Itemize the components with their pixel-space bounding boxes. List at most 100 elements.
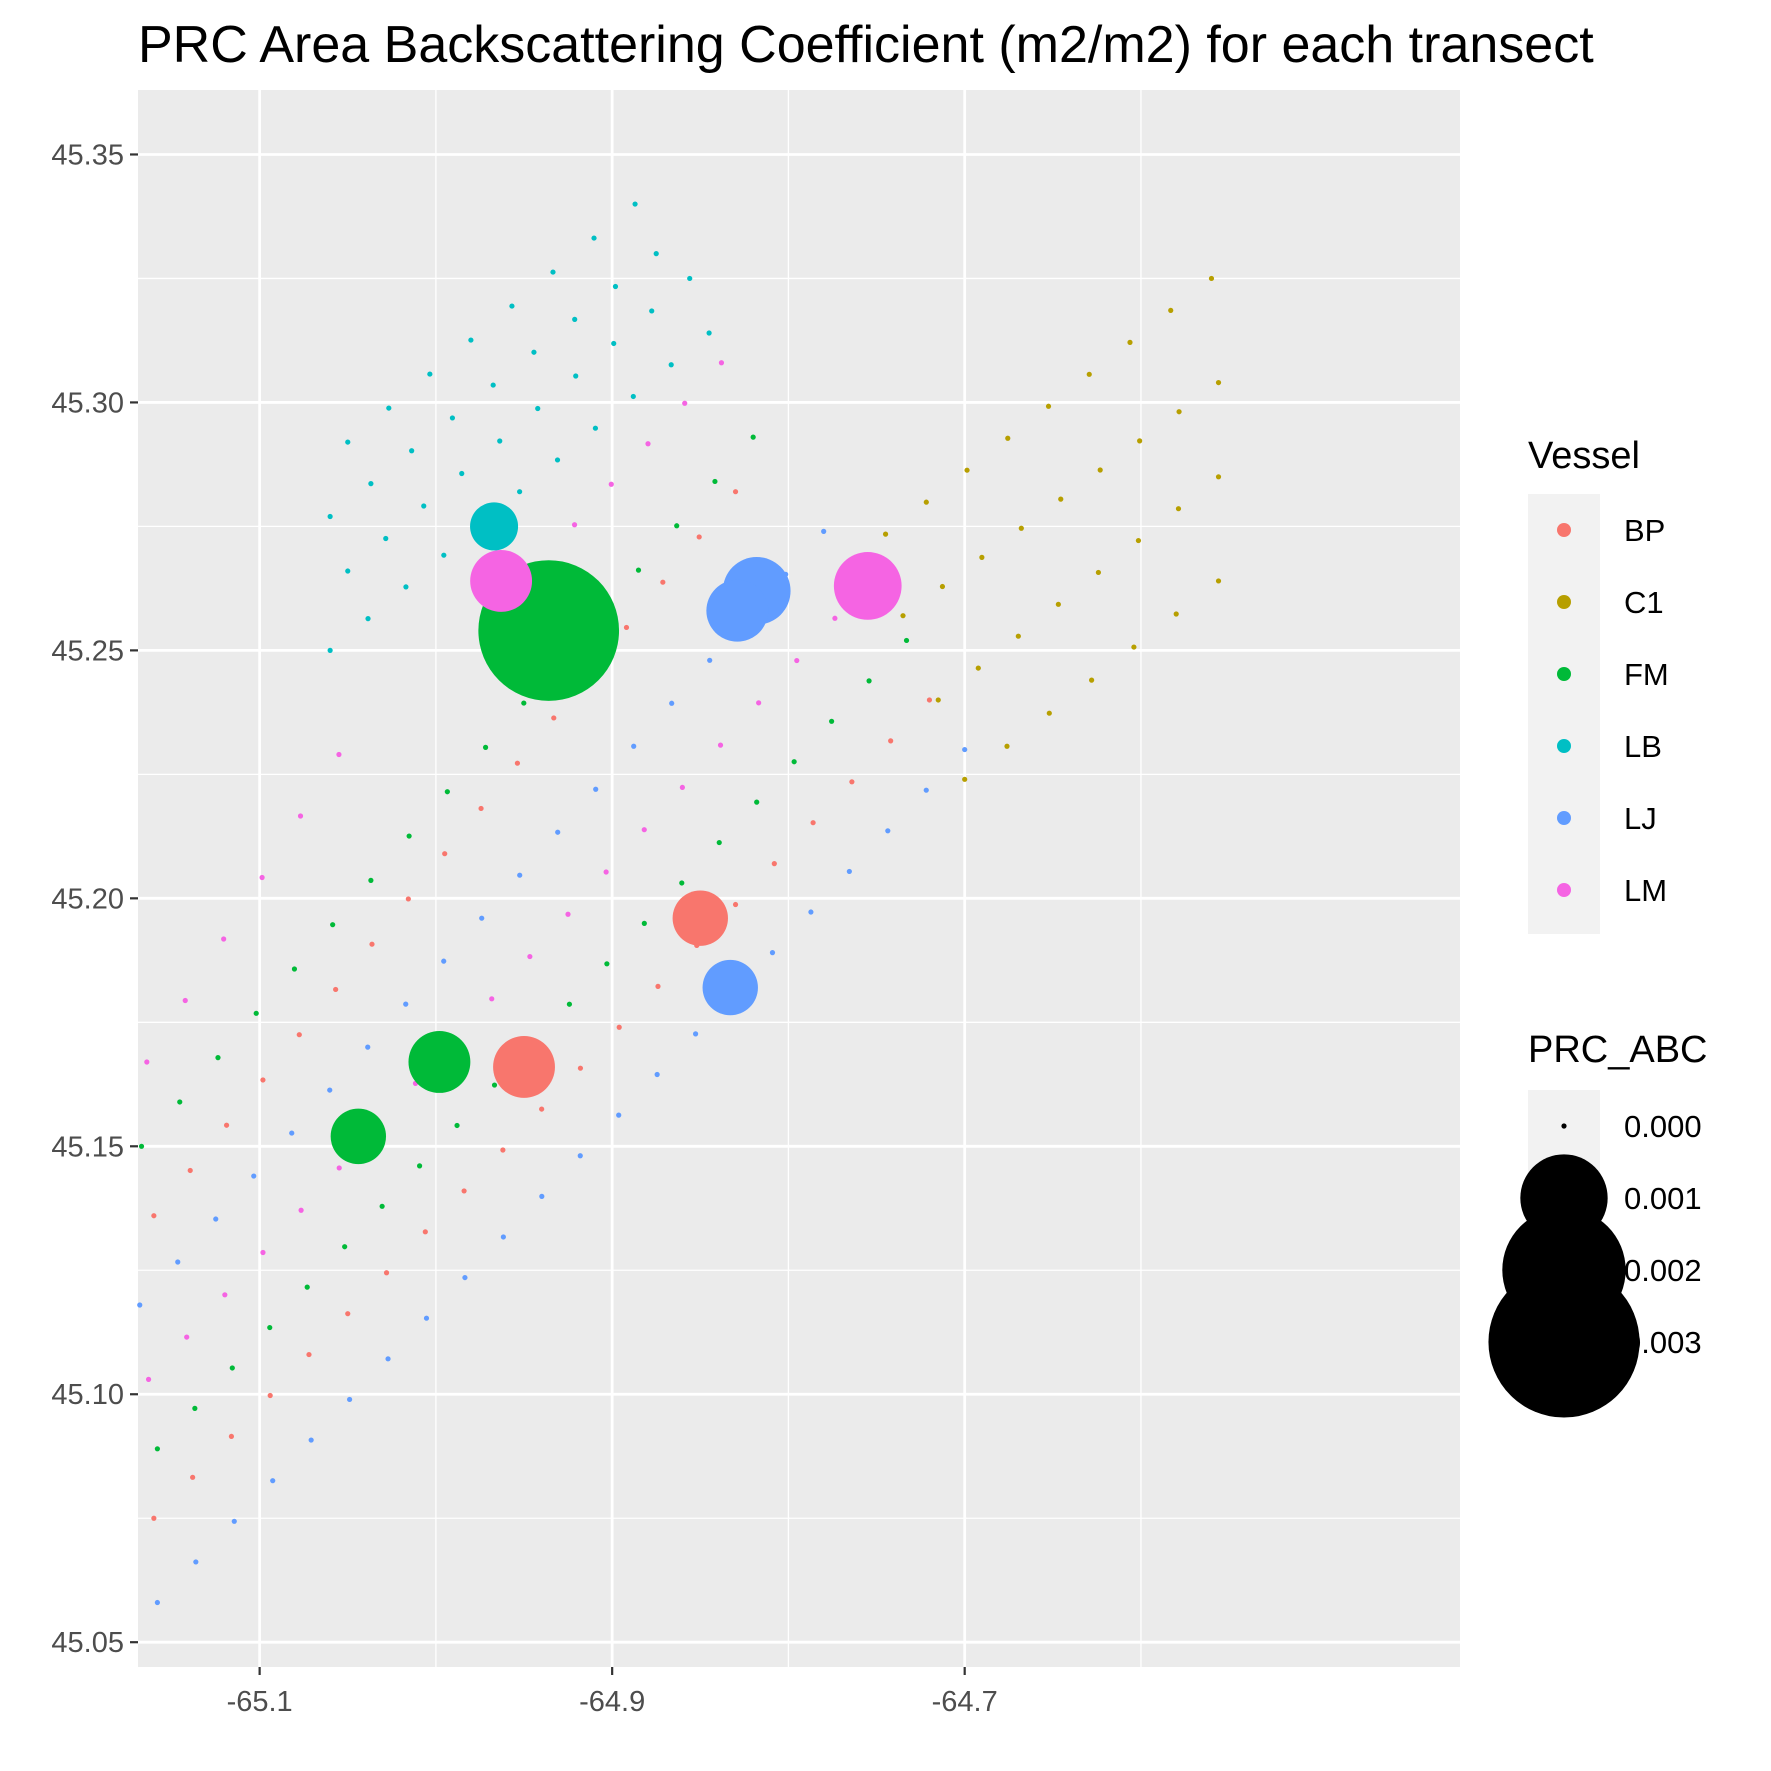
color-legend: Vessel BP C1 FM LB LJ LM — [1528, 435, 1669, 934]
data-point-BP — [333, 986, 339, 993]
data-point-FM — [177, 1099, 183, 1105]
data-point-LM — [336, 751, 342, 758]
data-point-LM — [645, 441, 651, 447]
size-legend-entries: 0.000 0.001 0.002 0.003 — [1488, 1109, 1702, 1418]
data-point-LM — [679, 784, 685, 791]
x-tick-label: -65.1 — [227, 1686, 293, 1718]
data-point-BP — [672, 890, 728, 946]
data-point-FM — [406, 833, 412, 839]
data-point-LB — [706, 330, 712, 336]
legend-key-LJ — [1557, 811, 1571, 825]
size-legend: PRC_ABC 0.000 0.001 0.002 0.003 — [1488, 1029, 1708, 1418]
data-point-LJ — [593, 786, 599, 792]
data-point-C1 — [935, 697, 941, 703]
data-point-C1 — [1089, 677, 1095, 683]
data-point-FM — [491, 1082, 498, 1088]
data-point-LJ — [654, 1071, 660, 1078]
legend-label-C1: C1 — [1624, 585, 1664, 620]
data-point-BP — [539, 1106, 545, 1112]
data-point-FM — [566, 1001, 573, 1007]
data-point-FM — [641, 920, 647, 926]
data-point-LB — [327, 513, 333, 520]
data-point-LJ — [500, 1234, 506, 1240]
data-point-FM — [304, 1284, 310, 1290]
data-point-LM — [259, 874, 265, 881]
data-point-LJ — [808, 909, 814, 915]
data-point-C1 — [1055, 601, 1061, 607]
y-tick-label: 45.10 — [51, 1379, 124, 1411]
data-point-LJ — [962, 746, 968, 753]
data-point-C1 — [923, 499, 929, 505]
data-point-BP — [151, 1515, 157, 1521]
data-point-C1 — [1086, 371, 1092, 377]
data-point-C1 — [962, 776, 968, 782]
data-point-LM — [297, 813, 304, 819]
y-tick-label: 45.25 — [51, 635, 124, 667]
data-point-C1 — [1127, 339, 1133, 345]
color-legend-entries: BP C1 FM LB LJ LM — [1557, 513, 1669, 908]
color-legend-title: Vessel — [1528, 435, 1640, 477]
y-tick-label: 45.30 — [51, 387, 124, 419]
data-point-LJ — [231, 1518, 237, 1524]
data-point-FM — [408, 1031, 471, 1093]
data-point-LJ — [669, 700, 675, 706]
data-point-FM — [215, 1055, 221, 1061]
legend-key-BP — [1557, 523, 1571, 537]
data-point-LJ — [769, 950, 776, 956]
data-point-LJ — [365, 1044, 371, 1050]
color-legend-key-background — [1528, 494, 1600, 934]
data-point-C1 — [1005, 435, 1011, 441]
data-point-LM — [682, 400, 688, 406]
data-point-C1 — [1004, 743, 1010, 749]
data-point-BP — [267, 1392, 273, 1399]
data-point-LJ — [137, 1302, 143, 1308]
data-point-LM — [470, 550, 533, 612]
data-point-C1 — [1018, 525, 1024, 531]
data-point-LB — [409, 448, 415, 454]
legend-key-FM — [1557, 667, 1571, 681]
data-point-BP — [660, 579, 666, 585]
data-point-LB — [383, 535, 389, 542]
data-point-C1 — [964, 467, 970, 473]
data-point-LJ — [462, 1274, 468, 1281]
legend-label-LJ: LJ — [1624, 801, 1657, 836]
y-tick-label: 45.35 — [51, 139, 124, 171]
data-point-LB — [630, 393, 636, 400]
data-point-LM — [260, 1249, 266, 1256]
data-point-LM — [571, 522, 578, 528]
data-point-LM — [221, 936, 227, 942]
data-point-BP — [345, 1311, 351, 1317]
data-point-BP — [151, 1213, 157, 1219]
data-point-BP — [888, 738, 894, 744]
data-point-LJ — [347, 1396, 353, 1403]
data-point-BP — [442, 851, 448, 857]
data-point-LM — [641, 827, 647, 833]
legend-label-FM: FM — [1624, 657, 1669, 692]
legend-label-LM: LM — [1624, 873, 1667, 908]
size-legend-title: PRC_ABC — [1528, 1029, 1708, 1071]
data-point-BP — [223, 1122, 230, 1128]
data-point-C1 — [1215, 379, 1222, 386]
data-point-LB — [345, 439, 351, 445]
data-point-C1 — [882, 531, 889, 537]
data-point-FM — [342, 1244, 348, 1250]
legend-key-C1 — [1557, 595, 1571, 609]
data-point-FM — [716, 839, 722, 846]
data-point-LM — [794, 657, 800, 664]
size-legend-label: 0.000 — [1624, 1109, 1702, 1144]
data-point-BP — [296, 1032, 302, 1038]
data-point-C1 — [1215, 474, 1222, 480]
data-point-BP — [422, 1229, 428, 1235]
data-point-LJ — [702, 959, 758, 1016]
data-point-LJ — [555, 829, 561, 835]
data-point-LJ — [308, 1437, 314, 1443]
data-point-LB — [441, 552, 447, 558]
data-point-LJ — [616, 1112, 622, 1118]
data-point-LB — [470, 502, 519, 551]
legend-key-LM — [1557, 883, 1571, 897]
major-gridlines — [138, 90, 1460, 1667]
x-tick-label: -64.9 — [579, 1686, 645, 1718]
data-point-C1 — [1168, 307, 1174, 314]
data-point-FM — [482, 744, 489, 750]
data-point-FM — [454, 1122, 460, 1129]
